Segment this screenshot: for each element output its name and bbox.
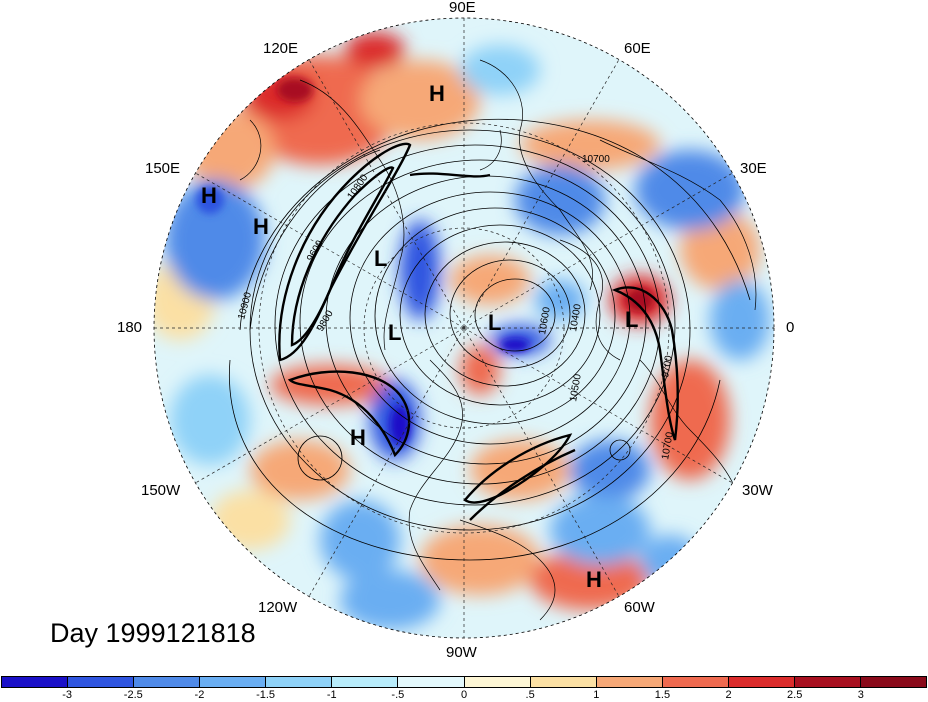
graticule (154, 18, 774, 638)
contour-label: 10400 (568, 303, 584, 333)
colorbar-tick-label: -2 (194, 689, 205, 701)
contour-label: 10500 (568, 373, 584, 403)
high-marker: H (586, 567, 602, 592)
colorbar-tick-label: .5 (525, 689, 535, 701)
colorbar-tick-label: 3 (857, 689, 864, 701)
contour-label: 10700 (660, 431, 676, 461)
colorbar-swatch (2, 677, 69, 687)
colorbar-swatch (728, 677, 795, 687)
colorbar-tick-label: 2 (725, 689, 732, 701)
lon-label-0: 0 (786, 319, 795, 336)
colorbar-tick-label: -3 (62, 689, 73, 701)
high-marker: H (253, 214, 269, 239)
lon-label-150e: 150E (145, 160, 181, 177)
lon-label-30e: 30E (740, 160, 767, 177)
contour-label: 9700 (660, 354, 675, 378)
colorbar-swatch (68, 677, 135, 687)
colorbar (1, 676, 927, 688)
lon-label-120w: 120W (258, 599, 298, 616)
high-marker: H (350, 425, 366, 450)
colorbar-swatch (596, 677, 663, 687)
colorbar-swatch (464, 677, 531, 687)
colorbar-swatch (332, 677, 399, 687)
day-label: Day 1999121818 (50, 618, 256, 648)
pressure-centers: H H H H H L L L L (201, 81, 638, 592)
colorbar-tick-label: 0 (460, 689, 468, 701)
high-marker: H (201, 183, 217, 208)
colorbar-tick-label: 1 (593, 689, 600, 701)
coastlines (239, 59, 757, 621)
lon-label-150w: 150W (141, 482, 181, 499)
colorbar-swatch (266, 677, 333, 687)
colorbar-swatch (861, 677, 927, 687)
map-boundary (153, 17, 775, 639)
colorbar-tick-label: -2.5 (123, 689, 143, 701)
contour-label: 10700 (582, 154, 610, 165)
low-marker: L (374, 246, 387, 271)
lon-label-30w: 30W (742, 482, 773, 499)
colorbar-tick-label: 2.5 (787, 689, 803, 701)
lon-label-60e: 60E (624, 40, 651, 57)
low-marker: L (488, 310, 501, 335)
lon-label-90w: 90W (446, 644, 477, 661)
jet-contours (278, 142, 680, 521)
colorbar-swatch (398, 677, 465, 687)
contour-label: 10600 (537, 306, 553, 336)
colorbar-swatch (134, 677, 201, 687)
lon-label-90e: 90E (449, 0, 476, 16)
low-marker: L (625, 307, 638, 332)
lon-label-180: 180 (117, 319, 143, 336)
polar-map: 10700 10800 9800 9600 10500 10400 10900 … (153, 17, 775, 639)
colorbar-swatch (794, 677, 862, 687)
colorbar-tick-label: 1.5 (654, 689, 671, 701)
colorbar-tick-label: -1.5 (256, 689, 276, 701)
colorbar-swatch (662, 677, 729, 687)
lon-label-60w: 60W (624, 599, 655, 616)
colorbar-swatch (530, 677, 597, 687)
low-marker: L (388, 320, 401, 345)
colorbar-tick-label: -1 (326, 689, 337, 701)
high-marker: H (429, 81, 445, 106)
colorbar-swatch (200, 677, 267, 687)
lon-label-120e: 120E (263, 40, 299, 57)
colorbar-tick-label: -.5 (391, 689, 405, 701)
